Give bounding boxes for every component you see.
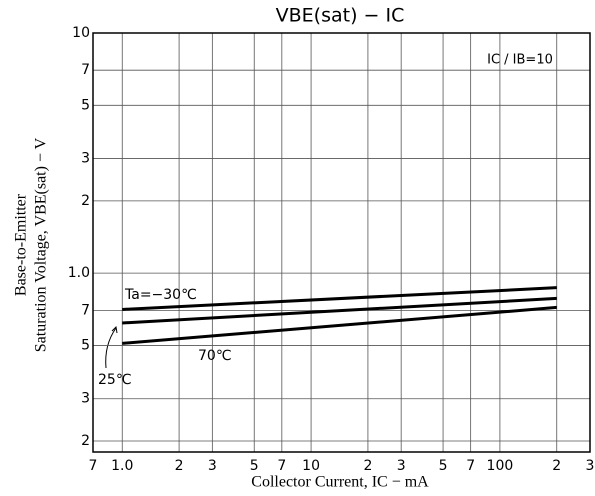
x-tick-label: 5	[439, 458, 448, 474]
y-axis-label: Base-to-Emitter	[13, 193, 30, 296]
x-tick-label: 7	[277, 458, 286, 474]
x-tick-label: 2	[552, 458, 561, 474]
x-axis-label: Collector Current, IC − mA	[251, 474, 429, 491]
x-tick-label: 3	[397, 458, 406, 474]
y-tick-label: 2	[81, 433, 90, 449]
y-tick-label: 5	[81, 97, 90, 113]
y-tick-label: 3	[81, 391, 90, 407]
y-tick-label: 2	[81, 193, 90, 209]
annotation: IC / IB=10	[487, 53, 553, 68]
x-tick-label: 2	[363, 458, 372, 474]
x-tick-label: 3	[586, 458, 595, 474]
y-tick-label: 3	[81, 151, 90, 167]
y-tick-label: 1.0	[68, 265, 90, 281]
y-tick-label: 7	[81, 302, 90, 318]
x-tick-label: 7	[89, 458, 98, 474]
series-line	[122, 286, 557, 311]
series-line	[122, 305, 557, 345]
y-tick-label: 10	[72, 25, 90, 41]
y-axis-label: Saturation Voltage, VBE(sat) − V	[33, 137, 50, 352]
x-tick-label: 2	[175, 458, 184, 474]
arrow-head	[111, 325, 118, 334]
series-label: 70℃	[198, 348, 232, 364]
x-tick-label: 100	[487, 458, 514, 474]
x-tick-label: 10	[302, 458, 320, 474]
chart-title: VBE(sat) − IC	[276, 5, 405, 27]
series-label: 25℃	[98, 372, 132, 388]
y-tick-label: 5	[81, 337, 90, 353]
x-tick-label: 5	[250, 458, 259, 474]
x-tick-label: 1.0	[111, 458, 133, 474]
series-line	[122, 296, 557, 325]
x-tick-label: 7	[466, 458, 475, 474]
y-tick-label: 7	[81, 62, 90, 78]
plot-frame	[92, 32, 591, 453]
series-label: Ta=−30℃	[124, 287, 197, 303]
arrow	[105, 327, 117, 369]
x-tick-label: 3	[208, 458, 217, 474]
